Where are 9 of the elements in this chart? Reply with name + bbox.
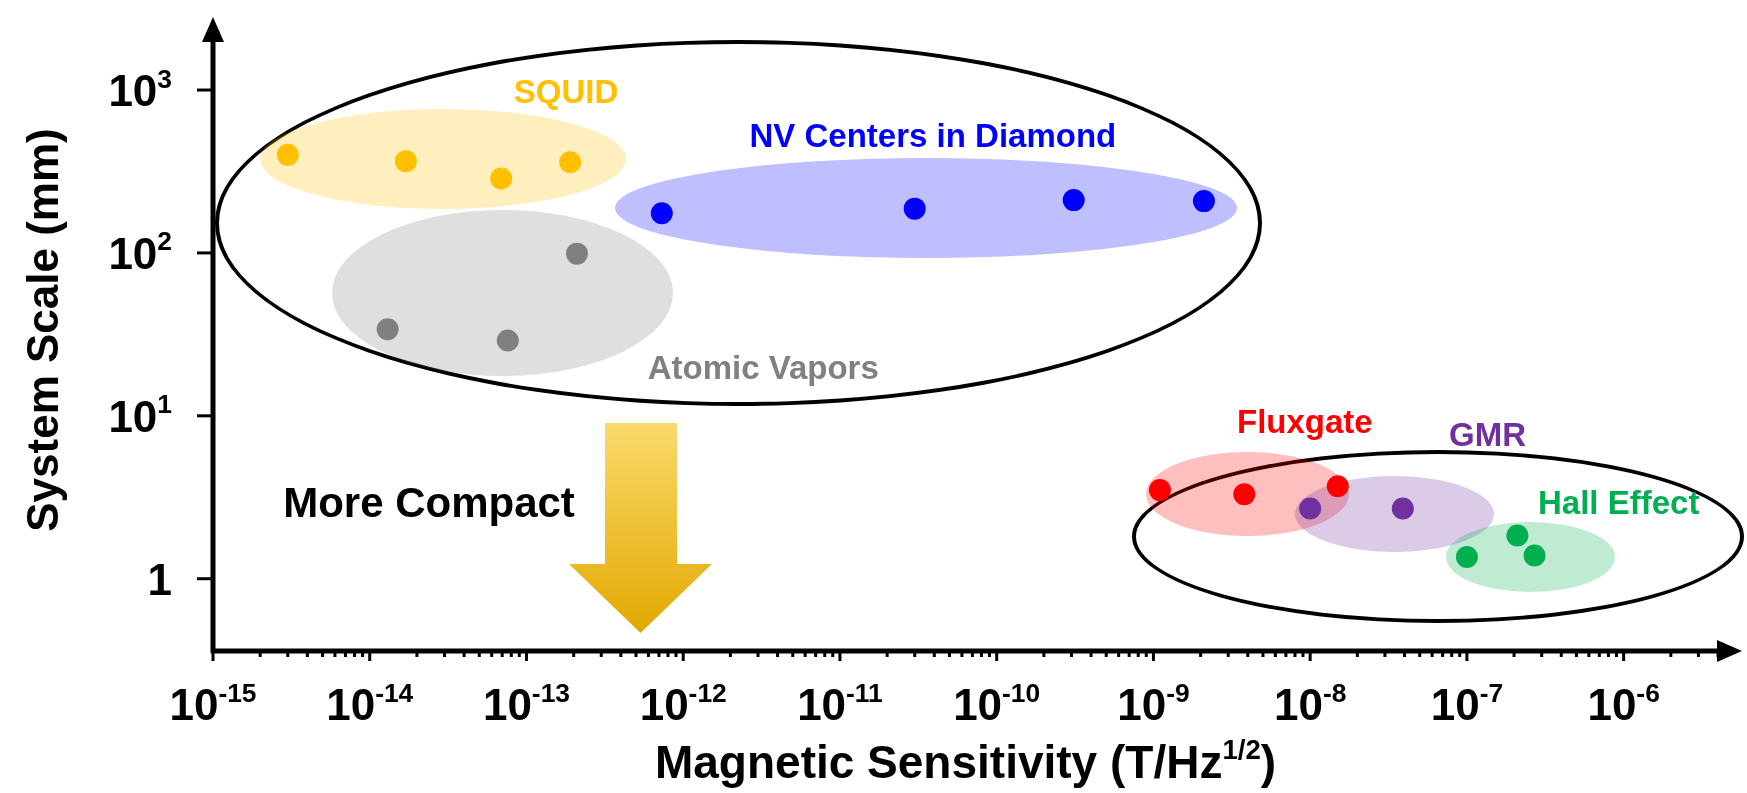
series-label: GMR xyxy=(1448,416,1527,454)
y-axis-title: System Scale (mm) xyxy=(18,128,67,532)
y-tick-label: 1 xyxy=(147,554,173,604)
annotation: More Compact xyxy=(283,479,575,526)
series-label: Hall Effect xyxy=(1538,484,1700,522)
series-label: SQUID xyxy=(513,72,619,110)
series-label: Fluxgate xyxy=(1236,403,1373,441)
series-label: NV Centers in Diamond xyxy=(749,116,1117,154)
text: Atomic Vapors xyxy=(647,349,879,387)
